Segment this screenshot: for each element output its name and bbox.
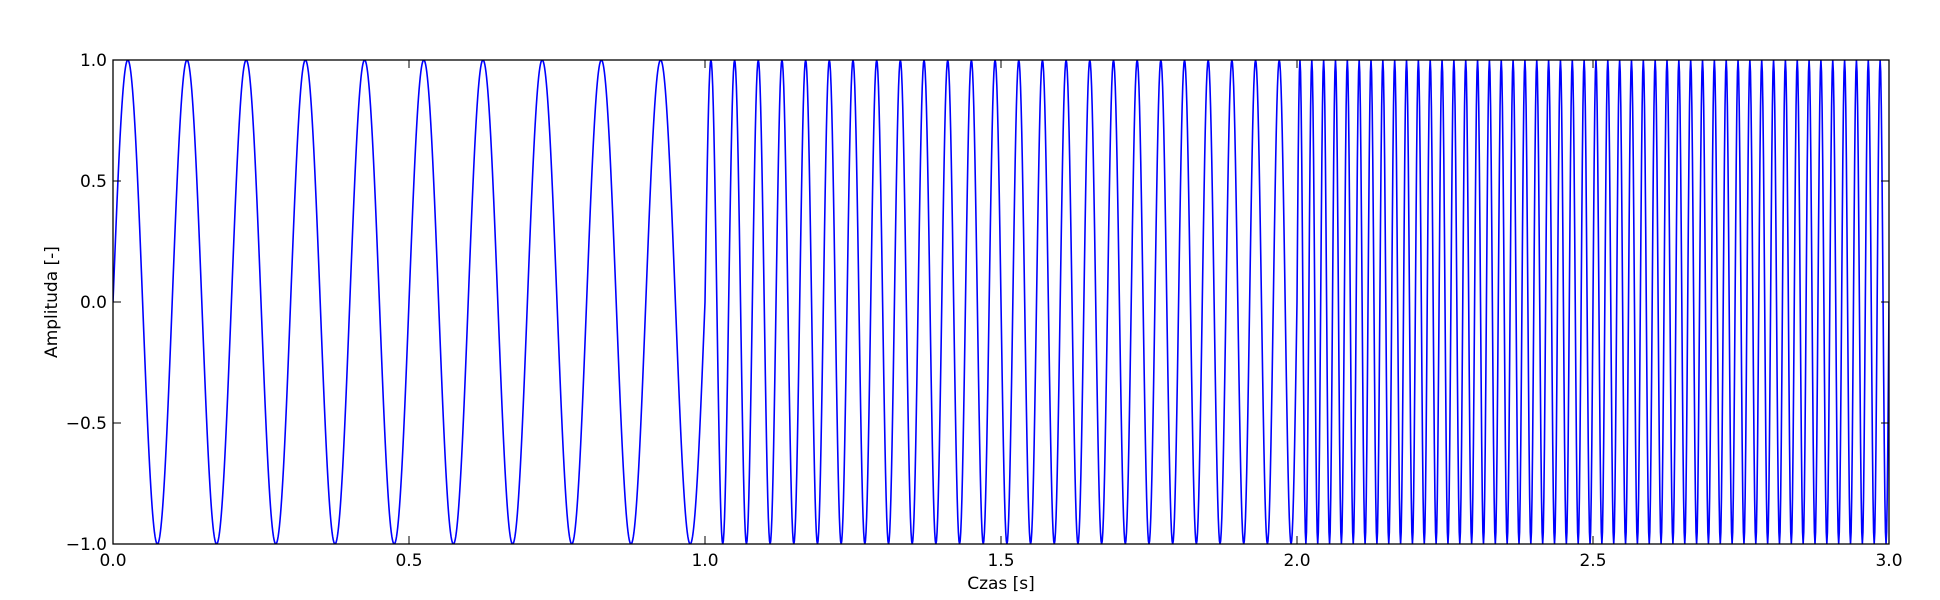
y-tick-label: 1.0 <box>80 51 107 71</box>
y-tick-label: −1.0 <box>66 535 107 555</box>
y-axis-label: Amplituda [-] <box>42 246 62 358</box>
x-tick-label: 0.0 <box>99 551 126 571</box>
y-tick-label: 0.0 <box>80 293 107 313</box>
x-tick-label: 0.5 <box>395 551 422 571</box>
x-tick-label: 2.0 <box>1283 551 1310 571</box>
x-tick-label: 1.5 <box>987 551 1014 571</box>
y-tick-label: −0.5 <box>66 414 107 434</box>
signal-line <box>113 60 1889 544</box>
x-tick-label: 2.5 <box>1579 551 1606 571</box>
x-axis-label: Czas [s] <box>967 574 1035 594</box>
x-axis-ticks: 0.0 0.5 1.0 1.5 2.0 2.5 3.0 <box>99 60 1903 571</box>
x-tick-label: 1.0 <box>691 551 718 571</box>
y-axis-ticks: −1.0 −0.5 0.0 0.5 1.0 <box>66 51 1889 555</box>
x-tick-label: 3.0 <box>1875 551 1902 571</box>
y-tick-label: 0.5 <box>80 172 107 192</box>
